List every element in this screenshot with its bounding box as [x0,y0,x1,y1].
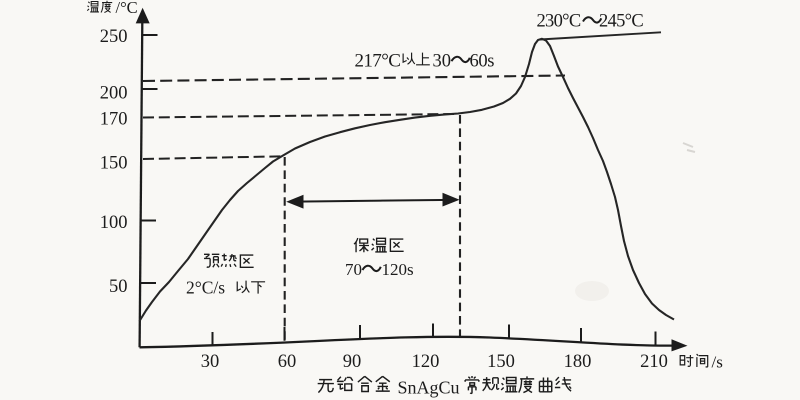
svg-text:60s: 60s [470,51,495,71]
svg-text:170: 170 [100,110,128,130]
svg-text:60: 60 [278,352,297,372]
svg-text:50: 50 [109,277,128,297]
svg-text:250: 250 [100,27,128,47]
svg-text:/°C: /°C [116,0,138,17]
svg-text:70: 70 [345,260,362,279]
svg-text:230°C: 230°C [537,11,581,31]
svg-text:30: 30 [201,352,220,372]
svg-text:120: 120 [412,352,440,372]
svg-text:180: 180 [564,352,592,372]
svg-text:/s: /s [712,353,723,372]
svg-text:150: 150 [487,352,515,372]
svg-text:200: 200 [100,84,128,104]
svg-text:90: 90 [343,352,362,372]
svg-text:2°C/s: 2°C/s [186,278,225,298]
svg-text:SnAgCu: SnAgCu [398,378,460,398]
svg-text:217°C: 217°C [355,50,401,71]
svg-text:120s: 120s [382,260,414,279]
svg-text:245°C: 245°C [599,11,643,31]
svg-text:100: 100 [100,213,128,233]
svg-text:150: 150 [100,154,128,174]
svg-text:210: 210 [640,352,668,372]
svg-text:30: 30 [433,51,452,71]
